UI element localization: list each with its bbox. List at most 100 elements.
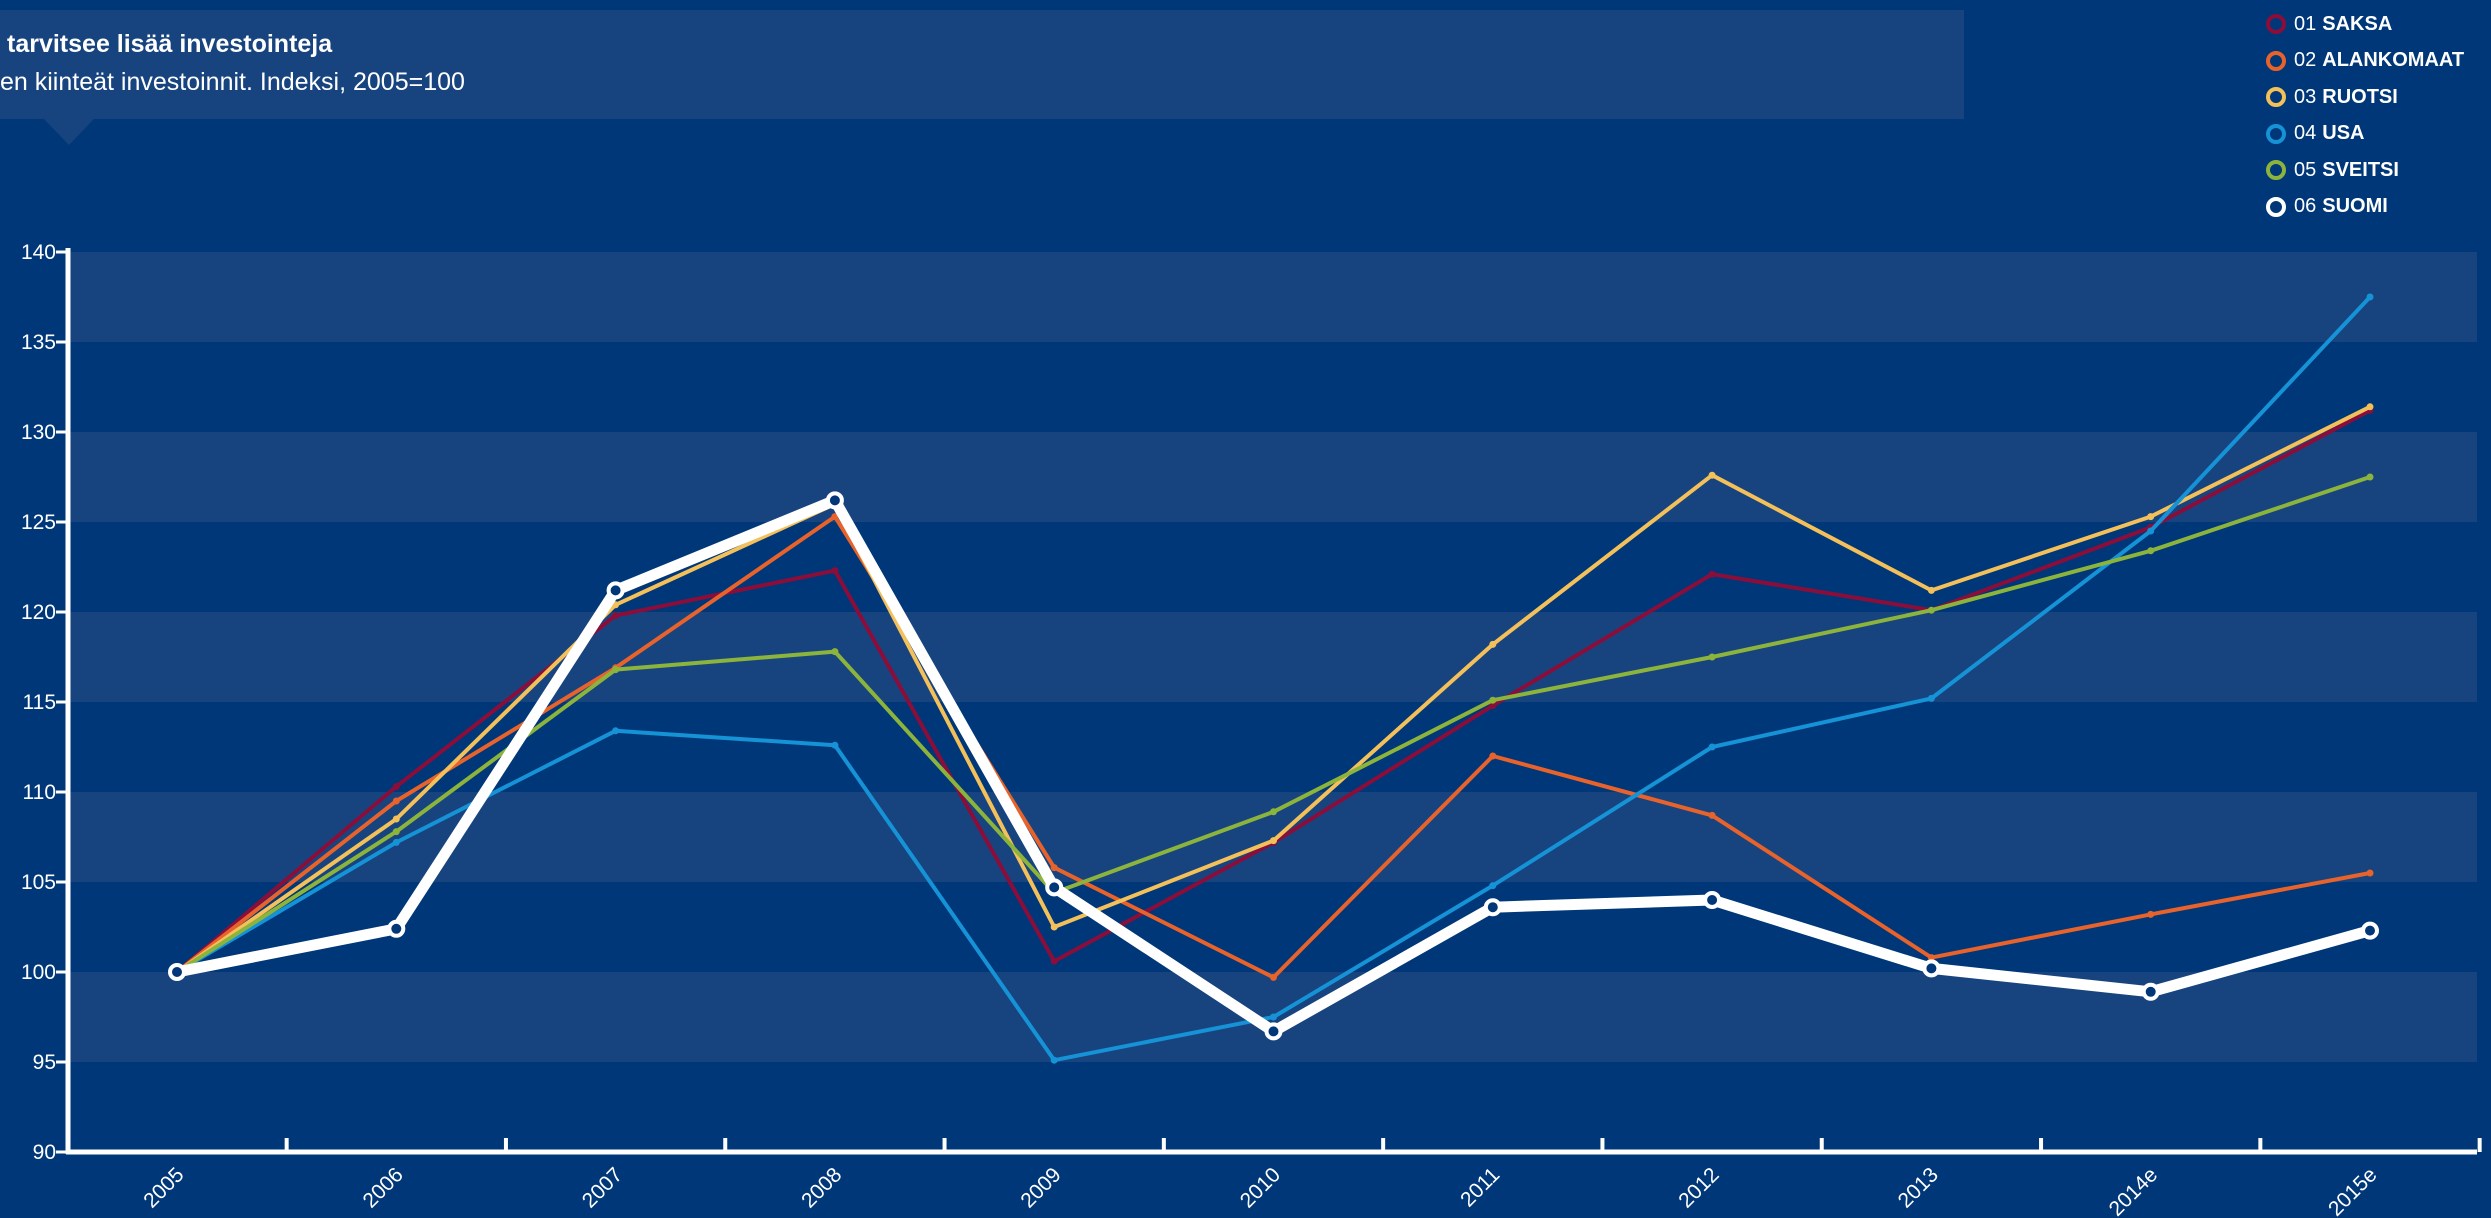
- legend-label: SAKSA: [2322, 12, 2393, 35]
- data-point-usa: [392, 838, 400, 846]
- x-tick-label: 2010: [1236, 1163, 1285, 1212]
- legend-swatch: [2266, 196, 2286, 217]
- series-line-sveitsi: [175, 475, 2372, 974]
- title-panel-pointer: [44, 119, 94, 145]
- data-point-alankomaat: [1270, 973, 1277, 981]
- y-tick-label: 100: [21, 961, 56, 984]
- x-tick-label: 2005: [139, 1163, 188, 1212]
- data-point-alankomaat: [1050, 864, 1058, 872]
- data-point-ruotsi: [2366, 403, 2374, 411]
- title-panel: [0, 10, 1964, 119]
- x-tick-label: 2009: [1016, 1163, 1065, 1212]
- data-point-saksa: [1708, 570, 1716, 578]
- legend-number: 01: [2294, 12, 2317, 35]
- legend-label: SVEITSI: [2322, 158, 2399, 181]
- data-point-usa: [1927, 694, 1935, 702]
- x-tick-label: 2014e: [2105, 1163, 2163, 1218]
- legend: 01 SAKSA 02 ALANKOMAAT 03 RUOTSI 04 USA 05 SVEITS…: [2266, 6, 2491, 225]
- grid-band: [68, 612, 2477, 702]
- y-tick-label: 90: [33, 1141, 56, 1164]
- data-point-ruotsi: [392, 815, 400, 823]
- data-point-ruotsi: [1270, 837, 1277, 845]
- y-axis-ticks: 90 95 100 105 110 115 120 125 130 135 140: [21, 241, 68, 1164]
- data-point-saksa: [831, 567, 839, 575]
- data-point-usa: [2366, 293, 2374, 301]
- legend-item-ruotsi: 03 RUOTSI: [2266, 79, 2491, 116]
- data-point-ruotsi: [1050, 923, 1058, 931]
- y-tick-label: 120: [21, 601, 56, 624]
- data-point-suomi: [1483, 898, 1502, 917]
- data-point-usa: [612, 727, 620, 735]
- data-point-alankomaat: [2147, 910, 2155, 918]
- x-tick-label: 2015e: [2324, 1163, 2382, 1218]
- x-tick-label: 2012: [1674, 1163, 1723, 1212]
- legend-item-suomi: 06 SUOMI: [2266, 189, 2491, 226]
- y-tick-label: 115: [23, 691, 56, 714]
- x-tick-label: 2008: [797, 1163, 846, 1212]
- data-point-sveitsi: [612, 666, 620, 674]
- y-tick-label: 95: [33, 1051, 56, 1074]
- data-point-ruotsi: [1927, 586, 1935, 594]
- data-point-suomi: [1045, 878, 1064, 897]
- legend-item-alankomaat: 02 ALANKOMAAT: [2266, 43, 2491, 80]
- x-tick-label: 2011: [1456, 1163, 1504, 1211]
- data-point-alankomaat: [1708, 811, 1716, 819]
- data-point-alankomaat: [831, 513, 839, 521]
- data-point-usa: [831, 741, 839, 749]
- legend-number: 03: [2294, 85, 2317, 108]
- legend-swatch: [2266, 160, 2286, 181]
- y-tick-label: 130: [21, 421, 56, 444]
- data-point-sveitsi: [392, 828, 400, 836]
- data-point-saksa: [392, 783, 400, 791]
- data-point-ruotsi: [1708, 471, 1716, 479]
- data-point-suomi: [606, 581, 625, 600]
- chart-title: tarvitsee lisää investointeja: [7, 30, 333, 58]
- data-point-alankomaat: [1927, 954, 1935, 962]
- y-tick-label: 140: [21, 241, 56, 264]
- legend-label: ALANKOMAAT: [2322, 49, 2465, 72]
- data-point-ruotsi: [1489, 640, 1497, 648]
- data-point-sveitsi: [2147, 547, 2155, 555]
- legend-number: 05: [2294, 158, 2317, 181]
- x-tick-label: 2007: [578, 1163, 627, 1212]
- data-point-alankomaat: [392, 797, 400, 805]
- chart-subtitle: en kiinteät investoinnit. Indeksi, 2005=…: [0, 68, 465, 96]
- series-line-alankomaat: [175, 514, 2372, 980]
- data-point-suomi: [387, 919, 406, 938]
- data-point-suomi: [825, 491, 844, 510]
- data-point-alankomaat: [1489, 752, 1497, 760]
- data-point-sveitsi: [1270, 808, 1277, 816]
- data-point-usa: [1270, 1013, 1277, 1021]
- legend-swatch: [2266, 50, 2286, 71]
- grid-bands: [68, 252, 2477, 1062]
- legend-item-sveitsi: 05 SVEITSI: [2266, 152, 2491, 189]
- x-tick-label: 2006: [359, 1163, 408, 1212]
- data-point-suomi: [1922, 959, 1941, 978]
- data-point-sveitsi: [2366, 473, 2374, 481]
- legend-label: SUOMI: [2322, 195, 2388, 218]
- data-point-suomi: [1703, 891, 1722, 909]
- legend-swatch: [2266, 123, 2286, 144]
- grid-band: [68, 432, 2477, 522]
- data-point-suomi: [1264, 1022, 1283, 1041]
- y-tick-label: 105: [21, 871, 56, 894]
- data-point-usa: [1050, 1056, 1058, 1064]
- data-point-sveitsi: [1708, 653, 1716, 661]
- y-tick-label: 135: [21, 331, 56, 354]
- data-point-suomi: [168, 963, 186, 981]
- legend-label: USA: [2322, 122, 2365, 145]
- series-lines: [168, 293, 2379, 1064]
- legend-label: RUOTSI: [2322, 85, 2398, 108]
- data-point-saksa: [612, 612, 620, 620]
- data-point-saksa: [1050, 957, 1058, 965]
- data-point-ruotsi: [2147, 513, 2155, 521]
- legend-swatch: [2266, 14, 2286, 35]
- data-point-sveitsi: [1927, 606, 1935, 614]
- legend-number: 02: [2294, 49, 2317, 72]
- legend-item-saksa: 01 SAKSA: [2266, 6, 2491, 43]
- y-tick-label: 110: [23, 781, 56, 804]
- data-point-sveitsi: [831, 648, 839, 656]
- legend-number: 04: [2294, 122, 2317, 145]
- legend-number: 06: [2294, 195, 2317, 218]
